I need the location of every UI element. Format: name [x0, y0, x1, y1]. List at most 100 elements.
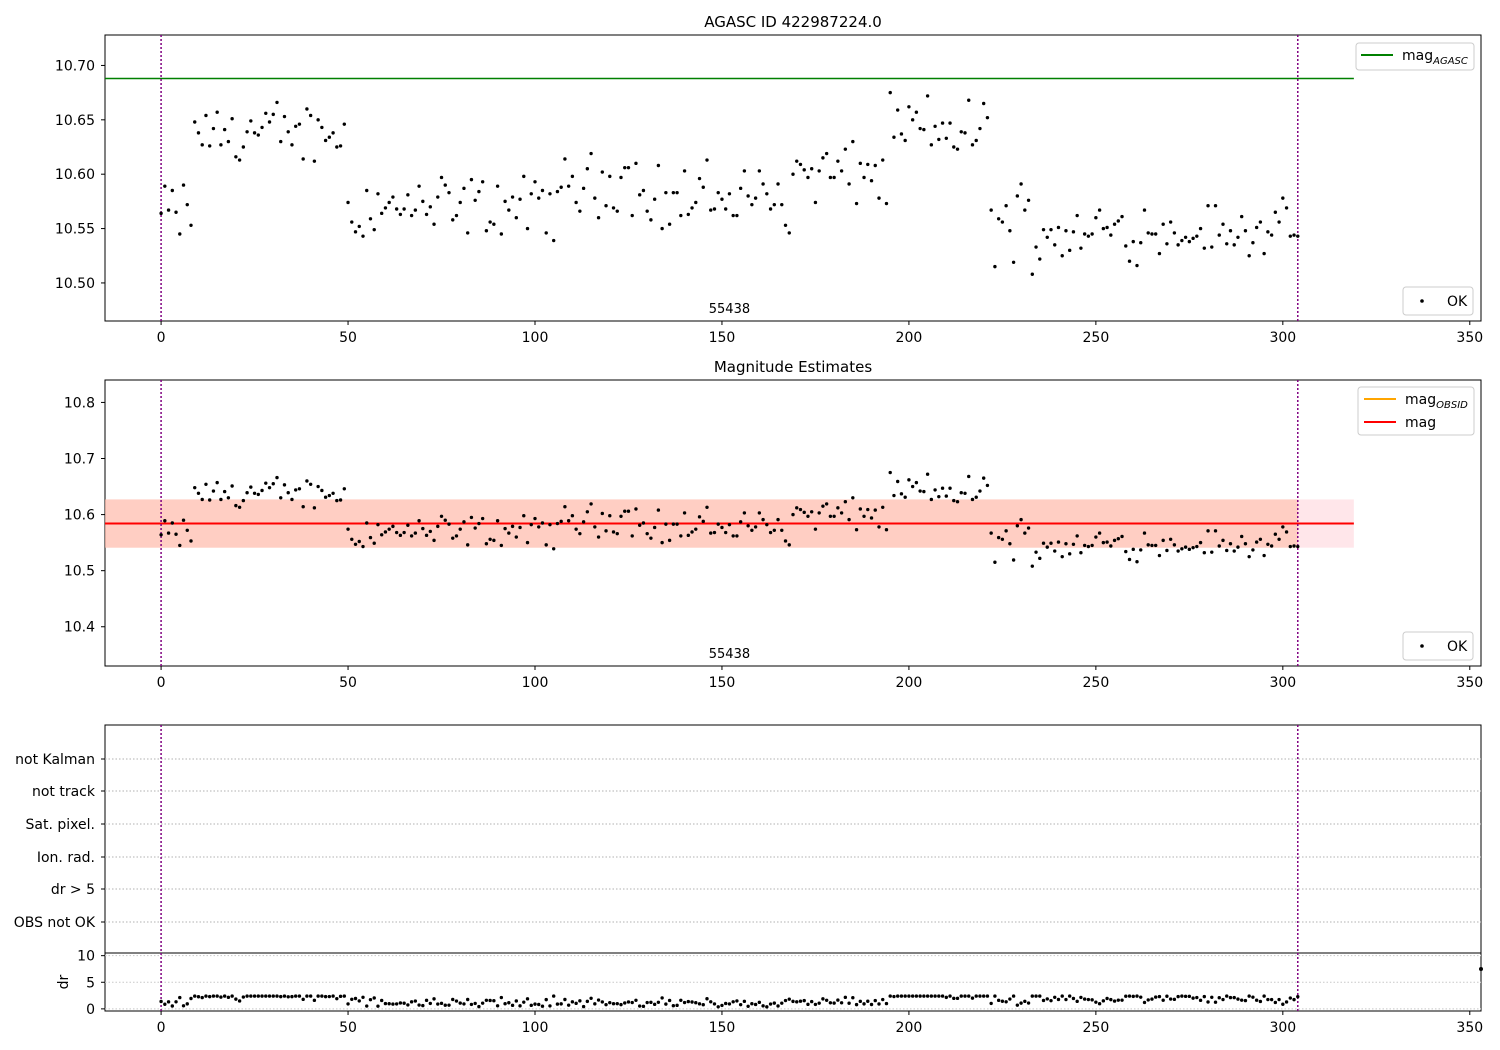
data-point: [667, 998, 672, 1003]
data-point: [480, 180, 485, 184]
data-point: [1273, 210, 1278, 214]
data-point: [701, 1003, 705, 1007]
data-point: [806, 175, 810, 180]
data-point: [350, 220, 354, 224]
data-point: [1213, 529, 1218, 533]
data-point: [600, 170, 605, 174]
data-point: [608, 514, 612, 518]
data-point: [312, 998, 317, 1003]
data-point: [563, 997, 567, 1002]
data-point: [634, 998, 638, 1003]
data-point: [836, 998, 840, 1002]
data-point: [907, 478, 911, 482]
data-point: [507, 208, 511, 212]
data-point: [301, 505, 305, 509]
data-point: [626, 509, 631, 513]
data-point: [1225, 994, 1229, 998]
legend-label-subscript: AGASC: [1432, 56, 1468, 67]
data-point: [1213, 204, 1218, 208]
data-point: [686, 999, 691, 1004]
data-point: [320, 488, 324, 493]
data-point: [1202, 246, 1207, 250]
data-point: [903, 495, 907, 499]
data-point: [458, 1001, 462, 1005]
data-point: [275, 100, 279, 105]
data-point: [211, 994, 216, 998]
data-point: [1288, 234, 1293, 238]
data-point: [832, 514, 836, 518]
data-point: [1112, 538, 1117, 543]
data-point: [331, 491, 335, 495]
data-point: [1277, 537, 1281, 541]
data-point: [495, 184, 500, 188]
data-point: [660, 540, 664, 545]
data-point: [222, 994, 227, 998]
data-point: [1067, 248, 1072, 253]
data-point: [757, 169, 762, 173]
data-point: [320, 994, 324, 998]
data-point: [709, 1000, 713, 1004]
obsid-label: 55438: [709, 302, 750, 317]
data-point: [260, 125, 264, 130]
data-point: [559, 1002, 563, 1006]
data-point: [559, 185, 563, 189]
data-point: [1292, 544, 1296, 548]
data-point: [600, 1000, 605, 1004]
data-point: [447, 190, 451, 195]
data-point: [772, 1001, 777, 1005]
data-point: [869, 1002, 874, 1007]
data-point: [884, 1001, 889, 1006]
data-point: [387, 200, 391, 205]
data-point: [701, 185, 705, 189]
data-point: [866, 162, 870, 167]
data-point: [888, 470, 892, 475]
data-point: [1153, 543, 1158, 548]
data-point: [1183, 235, 1188, 239]
data-point: [1120, 214, 1124, 219]
dr-panel: 0 5 10 dr 0 50 100 150 200 250 300 350: [56, 949, 1483, 1036]
data-point: [832, 1001, 836, 1005]
data-point: [862, 175, 866, 180]
data-point: [372, 227, 376, 232]
data-point: [308, 113, 313, 118]
data-point: [735, 213, 739, 218]
data-point: [286, 995, 290, 999]
data-point: [630, 534, 634, 538]
data-point: [929, 497, 934, 502]
data-point: [316, 994, 320, 998]
data-point: [1060, 994, 1064, 998]
data-point: [406, 523, 410, 527]
data-point: [480, 1001, 485, 1005]
data-point: [899, 994, 904, 998]
data-point: [507, 1001, 511, 1005]
data-point: [656, 1000, 661, 1004]
data-point: [727, 1002, 732, 1006]
data-point: [959, 491, 963, 495]
data-point: [828, 175, 833, 180]
data-point: [1284, 206, 1289, 210]
data-point: [342, 487, 347, 491]
data-point: [1094, 1000, 1098, 1004]
data-point: [1198, 540, 1203, 545]
data-point: [331, 131, 335, 135]
data-point: [862, 1002, 866, 1006]
data-point: [290, 143, 294, 147]
data-point: [615, 1001, 619, 1006]
y-axis-label: dr: [56, 974, 72, 989]
data-point: [974, 994, 978, 998]
data-point: [215, 110, 219, 114]
data-point: [791, 999, 795, 1004]
data-point: [555, 189, 560, 194]
data-point: [514, 535, 519, 539]
data-point: [925, 994, 930, 998]
data-point: [952, 145, 956, 149]
data-point: [417, 519, 421, 523]
data-point: [791, 512, 795, 517]
data-point: [525, 997, 530, 1001]
data-point: [723, 530, 728, 535]
flags-panel: not Kalman not track Sat. pixel. Ion. rad. d…: [14, 724, 1482, 954]
data-point: [866, 999, 870, 1003]
data-point: [1041, 998, 1046, 1003]
data-point: [1101, 226, 1106, 231]
x-tick-label: 100: [522, 675, 549, 691]
